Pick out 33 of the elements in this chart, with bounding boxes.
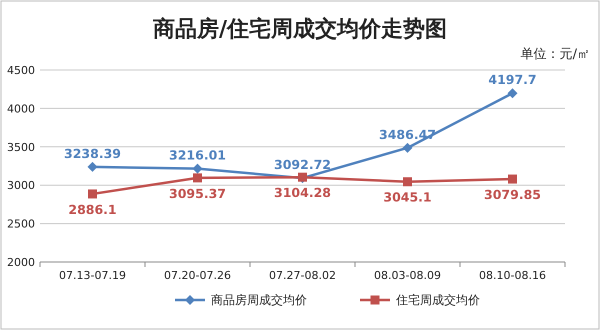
point bbox=[402, 142, 412, 153]
x-tick-label: 07.13-07.19 bbox=[59, 269, 126, 282]
text: 单位：元/㎡ bbox=[520, 47, 590, 62]
legend-label: 商品房周成交均价 bbox=[211, 293, 307, 307]
y-tick-label: 3000 bbox=[7, 179, 35, 192]
data-label: 3238.39 bbox=[64, 146, 121, 161]
data-label: 4197.7 bbox=[488, 72, 537, 88]
chart-title: 商品房/住宅周成交均价走势图 bbox=[152, 16, 448, 42]
y-tick-label: 3500 bbox=[7, 140, 35, 154]
point bbox=[193, 173, 202, 182]
data-label: 3104.28 bbox=[274, 185, 331, 200]
data-label: 2886.1 bbox=[68, 202, 117, 217]
y-tick-label: 4500 bbox=[7, 64, 35, 77]
data-label: 3095.37 bbox=[169, 186, 226, 201]
legend-label: 住宅周成交均价 bbox=[395, 293, 480, 307]
x-tick-label: 08.03-08.09 bbox=[374, 269, 441, 282]
x-tick-label: 07.27-08.02 bbox=[269, 269, 336, 282]
point bbox=[88, 162, 98, 172]
point bbox=[508, 174, 517, 184]
data-label: 3079.85 bbox=[484, 187, 541, 202]
data-label: 3045.1 bbox=[383, 190, 432, 205]
data-label: 3216.01 bbox=[169, 148, 226, 163]
point bbox=[88, 189, 97, 198]
point bbox=[508, 88, 518, 98]
point bbox=[192, 164, 202, 174]
y-tick-label: 4000 bbox=[7, 102, 35, 116]
data-label: 3092.72 bbox=[274, 157, 331, 172]
point bbox=[403, 177, 412, 186]
y-tick-label: 2500 bbox=[7, 218, 35, 231]
x-tick-label: 07.20-07.26 bbox=[164, 269, 231, 282]
data-label: 3486.47 bbox=[379, 126, 436, 142]
y-tick-label: 2000 bbox=[7, 256, 35, 269]
x-tick-label: 08.10-08.16 bbox=[479, 269, 546, 282]
